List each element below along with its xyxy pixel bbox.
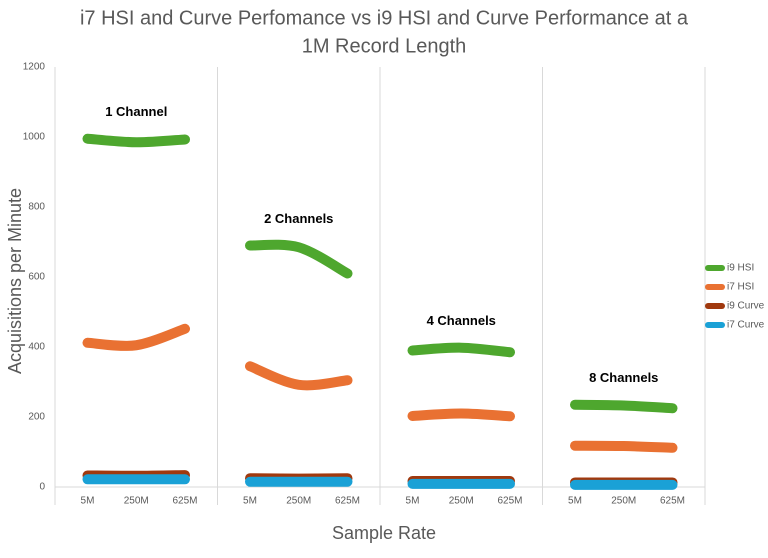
chart-subtitle: 1M Record Length xyxy=(302,35,467,57)
y-tick-label: 400 xyxy=(28,342,45,353)
x-tick-label: 5M xyxy=(243,496,257,507)
series-line xyxy=(570,440,678,453)
y-tick-label: 1200 xyxy=(23,62,46,73)
legend-label: i7 HSI xyxy=(727,282,754,293)
series-line xyxy=(570,399,678,414)
x-tick-label: 5M xyxy=(568,496,582,507)
series-line xyxy=(407,408,515,422)
x-tick-label: 5M xyxy=(406,496,420,507)
x-tick-label: 625M xyxy=(335,496,360,507)
x-tick-label: 625M xyxy=(172,496,197,507)
x-tick-label: 5M xyxy=(81,496,95,507)
y-axis-label: Acquisitions per Minute xyxy=(5,188,25,374)
legend-label: i7 Curve xyxy=(727,320,765,331)
x-tick-label: 250M xyxy=(124,496,149,507)
y-tick-label: 200 xyxy=(28,412,45,423)
y-tick-label: 600 xyxy=(28,272,45,283)
y-tick-label: 800 xyxy=(28,202,45,213)
group-label: 8 Channels xyxy=(589,370,658,385)
x-tick-label: 625M xyxy=(497,496,522,507)
series-line xyxy=(82,133,190,148)
chart-title: i7 HSI and Curve Perfomance vs i9 HSI an… xyxy=(80,7,689,29)
x-tick-label: 250M xyxy=(611,496,636,507)
series-line xyxy=(245,361,353,391)
series-line xyxy=(82,323,190,351)
group-label: 2 Channels xyxy=(264,211,333,226)
legend-label: i9 HSI xyxy=(727,263,754,274)
y-tick-label: 0 xyxy=(39,482,45,493)
x-axis-label: Sample Rate xyxy=(332,523,436,543)
group-label: 1 Channel xyxy=(105,104,167,119)
x-tick-label: 250M xyxy=(449,496,474,507)
legend-label: i9 Curve xyxy=(727,301,765,312)
series-line xyxy=(245,239,353,279)
y-tick-label: 1000 xyxy=(23,132,46,143)
x-tick-label: 625M xyxy=(660,496,685,507)
series-line xyxy=(407,342,515,358)
x-tick-label: 250M xyxy=(286,496,311,507)
group-label: 4 Channels xyxy=(427,313,496,328)
